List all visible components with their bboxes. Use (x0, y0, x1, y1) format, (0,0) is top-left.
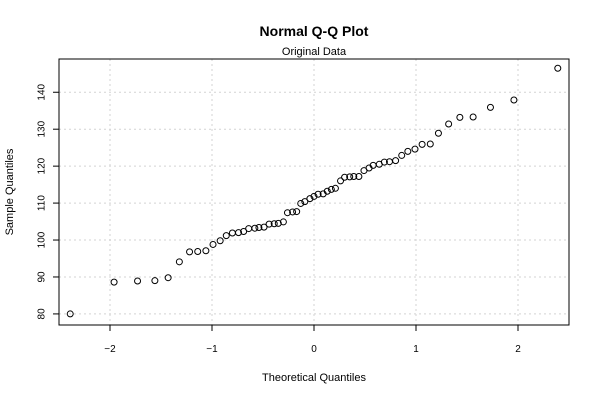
data-point (240, 228, 248, 236)
y-tick-label: 120 (37, 157, 48, 174)
data-point (327, 185, 335, 193)
data-point (380, 158, 388, 166)
data-point (283, 209, 291, 217)
data-point (255, 223, 263, 231)
chart-subtitle: Original Data (282, 46, 347, 58)
data-point (293, 208, 301, 216)
y-tick-label: 90 (37, 271, 48, 283)
y-tick-label: 140 (37, 83, 48, 100)
data-point (194, 247, 202, 255)
data-point (426, 140, 434, 148)
data-point (445, 120, 453, 128)
data-point (235, 229, 243, 237)
data-point (355, 172, 363, 180)
y-axis-label: Sample Quantiles (4, 148, 16, 235)
data-point (260, 223, 268, 231)
data-point (209, 240, 217, 248)
data-point (186, 248, 194, 256)
data-point (310, 192, 318, 200)
data-point (486, 103, 494, 111)
y-tick-label: 80 (37, 308, 48, 320)
x-tick-label: −1 (206, 344, 218, 355)
data-point (346, 173, 354, 181)
data-point (404, 147, 412, 155)
x-tick-label: 1 (413, 344, 419, 355)
y-tick-label: 130 (37, 120, 48, 137)
data-point (202, 247, 210, 255)
data-point (392, 157, 400, 165)
data-point (434, 129, 442, 137)
data-point (314, 190, 322, 198)
y-tick-label: 100 (37, 231, 48, 248)
axis-ticks: −2 −1 0 1 2 80 90 100 110 120 130 140 (37, 83, 522, 355)
plot-frame (58, 58, 570, 326)
data-point (265, 220, 273, 228)
data-point (175, 258, 183, 266)
gridlines (59, 59, 569, 325)
x-axis-label: Theoretical Quantiles (262, 372, 366, 384)
y-tick-label: 110 (37, 195, 48, 211)
data-point (251, 224, 259, 232)
data-point (297, 199, 305, 207)
data-point (164, 274, 172, 282)
x-tick-label: 0 (311, 344, 317, 355)
data-point (151, 277, 159, 285)
data-point (289, 208, 297, 216)
data-point (323, 187, 331, 195)
data-point (279, 218, 287, 226)
data-point (469, 113, 477, 121)
data-points (66, 64, 562, 318)
data-point (110, 278, 118, 286)
data-point (301, 198, 309, 206)
data-point (222, 232, 230, 240)
data-point (274, 219, 282, 227)
data-point (216, 237, 224, 245)
data-point (418, 140, 426, 148)
data-point (456, 113, 464, 121)
data-point (341, 173, 349, 181)
data-point (337, 177, 345, 185)
chart-title: Normal Q-Q Plot (260, 23, 369, 39)
data-point (66, 310, 74, 318)
data-point (306, 195, 314, 203)
x-tick-label: −2 (104, 344, 116, 355)
data-point (270, 220, 278, 228)
data-point (134, 277, 142, 285)
data-point (510, 96, 518, 104)
data-point (554, 64, 562, 72)
data-point (398, 151, 406, 159)
x-tick-label: 2 (515, 344, 521, 355)
data-point (411, 145, 419, 153)
data-point (350, 172, 358, 180)
data-point (331, 184, 339, 192)
